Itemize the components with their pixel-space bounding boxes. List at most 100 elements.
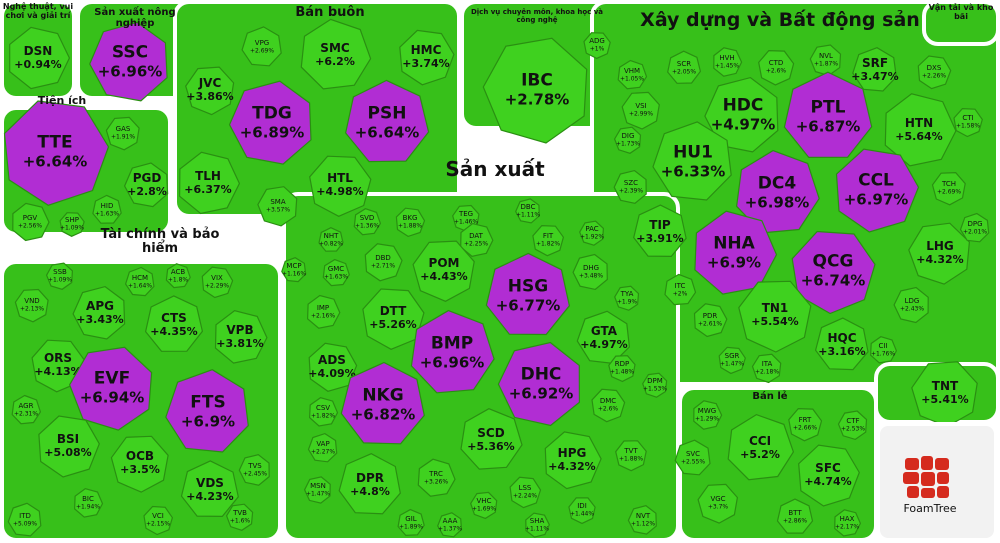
- cell-ticker: VIX: [211, 274, 223, 282]
- cell-ticker: ACB: [171, 268, 186, 276]
- cell-ticker: DC4: [758, 174, 797, 194]
- cell: [238, 454, 270, 486]
- cell-ticker: PAC: [585, 225, 598, 233]
- group-title: Tiện ích: [37, 94, 87, 107]
- cell-value: +1.12%: [631, 520, 655, 527]
- cell-value: +4.74%: [804, 475, 851, 488]
- cell-value: +6.2%: [315, 55, 355, 68]
- cell: [178, 151, 241, 215]
- cell: [693, 400, 723, 430]
- cell-value: +5.09%: [13, 520, 37, 527]
- cell: [410, 309, 495, 394]
- cell: [835, 148, 920, 233]
- cell: [959, 212, 990, 243]
- cell-ticker: VDS: [196, 476, 224, 490]
- group-title: Bán buôn: [295, 5, 365, 20]
- cell: [3, 100, 110, 206]
- cell-ticker: TCH: [941, 180, 956, 188]
- cell-ticker: ADS: [318, 353, 346, 367]
- cell: [852, 47, 897, 92]
- cell-value: +1.36%: [355, 222, 379, 229]
- logo-tile: [903, 472, 919, 484]
- cell: [470, 491, 498, 520]
- cell: [583, 32, 611, 60]
- cell-value: +1.58%: [956, 122, 980, 129]
- cell: [308, 397, 339, 427]
- cell-value: +5.54%: [751, 315, 798, 328]
- cell: [738, 280, 812, 353]
- cell-value: +4.23%: [186, 490, 233, 503]
- cell: [395, 207, 426, 238]
- cell: [497, 341, 581, 427]
- cell: [834, 509, 862, 537]
- cell: [837, 410, 868, 441]
- cell-value: +2.61%: [698, 320, 722, 327]
- logo-tile: [921, 456, 933, 470]
- cell-value: +3.5%: [120, 463, 160, 476]
- cell: [92, 194, 122, 224]
- cell: [257, 186, 298, 227]
- cell-ticker: PGD: [133, 171, 162, 185]
- cell: [14, 288, 49, 323]
- group-title: Bán lẻ: [752, 391, 788, 402]
- cell: [509, 476, 542, 509]
- cell-ticker: AGR: [19, 402, 34, 410]
- cell-ticker: VGC: [710, 495, 725, 503]
- cell-ticker: ORS: [44, 351, 72, 365]
- cell-ticker: SFC: [815, 461, 841, 475]
- cell-ticker: NVL: [819, 52, 833, 60]
- cell-value: +2.8%: [127, 185, 167, 198]
- cell-ticker: GIL: [405, 515, 416, 523]
- cell: [38, 415, 100, 478]
- group-title: Sản xuất nông nghiệp: [94, 7, 176, 29]
- cell-value: +4.8%: [350, 485, 390, 498]
- cell-ticker: TTE: [37, 133, 72, 153]
- cell-value: +2.24%: [513, 492, 537, 499]
- cell: [953, 107, 983, 138]
- cell-value: +1.46%: [454, 218, 478, 225]
- cell-value: +2.29%: [205, 282, 229, 289]
- logo-tile: [921, 488, 935, 498]
- cell-ticker: DPM: [647, 377, 663, 385]
- cell-value: +3.48%: [579, 272, 603, 279]
- cell-ticker: FIT: [543, 232, 554, 240]
- cell-value: +3.43%: [76, 313, 123, 326]
- cell-value: +1.82%: [311, 412, 335, 419]
- cell-value: +6.97%: [844, 190, 909, 208]
- cell: [201, 266, 234, 299]
- cell-value: +1.63%: [324, 273, 348, 280]
- cell-value: +1.16%: [282, 270, 306, 277]
- cell-value: +4.35%: [150, 325, 197, 338]
- cell: [572, 253, 608, 291]
- logo-tile: [937, 486, 949, 498]
- cell-value: +6.64%: [355, 123, 420, 141]
- cell-value: +6.37%: [184, 183, 231, 196]
- cell-ticker: HTN: [905, 116, 933, 130]
- cell-value: +2.6%: [598, 405, 619, 412]
- cell: [664, 273, 697, 306]
- cell: [544, 431, 602, 490]
- cell-ticker: ITC: [675, 282, 686, 290]
- cell: [412, 240, 475, 302]
- cell-ticker: CTS: [161, 311, 187, 325]
- cell-ticker: TYA: [620, 290, 634, 298]
- cell-value: +2.69%: [250, 47, 274, 54]
- cell-ticker: QCG: [813, 252, 854, 272]
- cell-ticker: MCP: [286, 262, 301, 270]
- cell-value: +1.09%: [60, 224, 84, 231]
- cell: [68, 346, 153, 431]
- cell-value: +1.92%: [580, 233, 604, 240]
- cell: [417, 458, 456, 497]
- cell-value: +2.56%: [18, 222, 42, 229]
- cell: [788, 407, 823, 442]
- cell: [532, 224, 565, 257]
- cell-value: +6.94%: [80, 388, 145, 406]
- cell-ticker: HVH: [719, 54, 734, 62]
- cell-ticker: FTS: [190, 393, 225, 413]
- cell-value: +6.87%: [796, 117, 861, 135]
- cell-ticker: NVT: [636, 512, 651, 520]
- cell-ticker: DBD: [375, 254, 391, 262]
- cell-ticker: TVB: [232, 509, 247, 517]
